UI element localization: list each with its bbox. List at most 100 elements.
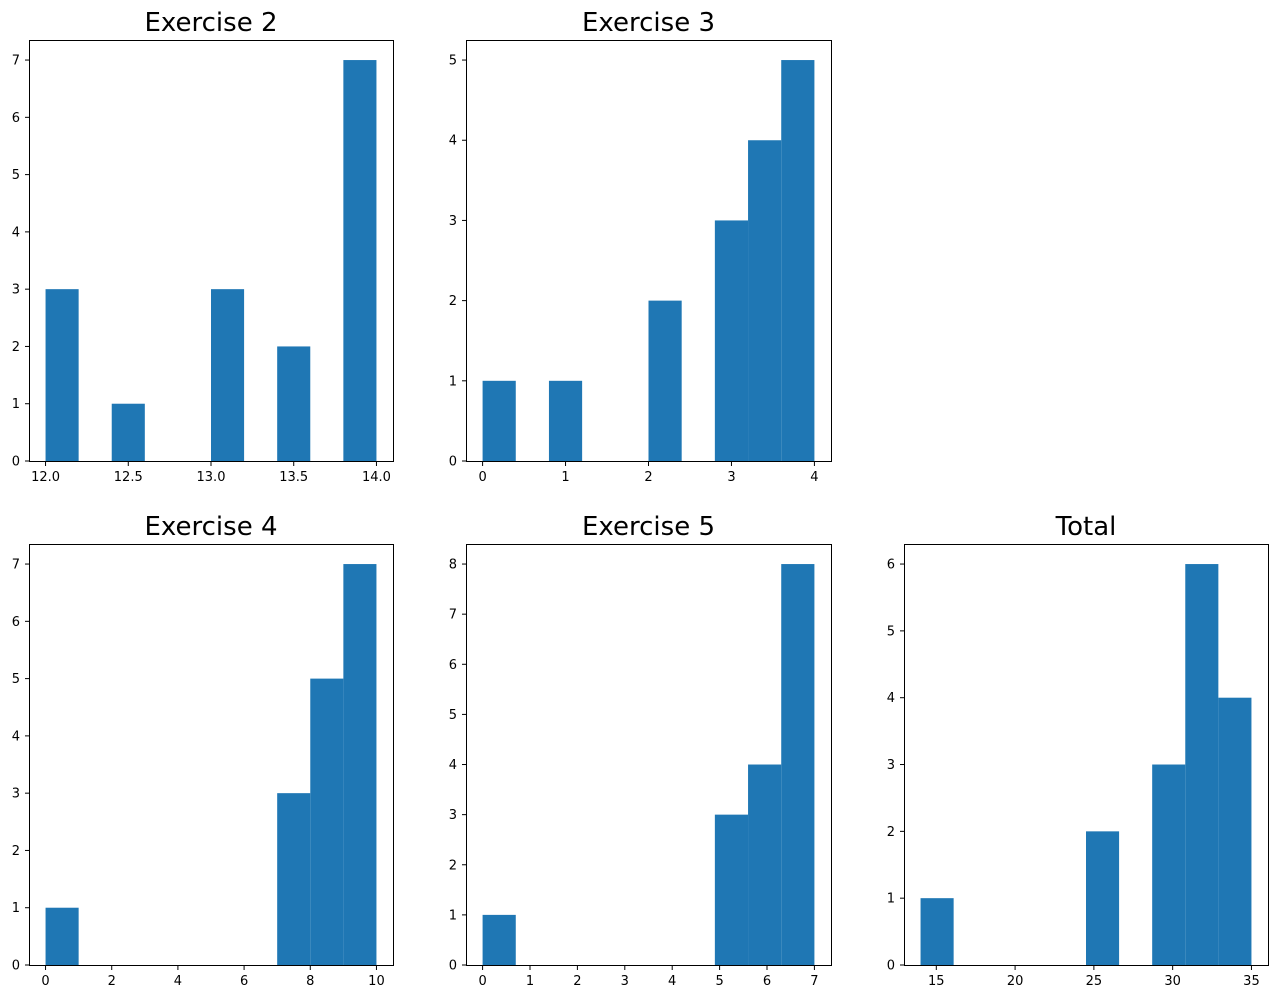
exercise-4-ytick-label-7: 7	[12, 558, 20, 573]
total-xtick-label-2: 25	[1086, 974, 1103, 989]
exercise-4-histogram: 0 2 4 6 8 10 0 1 2 3 4 5 6 7 Exercise 4	[12, 512, 394, 989]
exercise-4-xtick-label-2: 4	[174, 974, 182, 989]
exercise-4-ytick-label-6: 6	[12, 615, 20, 630]
exercise-5-axes-frame	[466, 544, 832, 966]
total-ytick-label-6: 6	[887, 558, 895, 573]
exercise-4-axes-frame	[29, 544, 394, 966]
exercise-4-ytick-label-2: 2	[12, 844, 20, 859]
exercise-3-ytick-label-1: 1	[449, 374, 457, 389]
exercise-2-bar-5	[211, 289, 245, 461]
exercise-3-xtick-label-1: 1	[561, 470, 569, 485]
exercise-5-histogram: 0 1 2 3 4 5 6 7 0 1 2 3 4 5 6 7 8 Exercise 5	[449, 512, 832, 989]
exercise-4-ytick-label-4: 4	[12, 729, 20, 744]
exercise-3-bar-7	[714, 220, 749, 461]
exercise-4-ytick-label-5: 5	[12, 672, 20, 687]
exercise-3-bar-9	[781, 60, 815, 462]
exercise-5-ytick-label-2: 2	[449, 858, 457, 873]
total-ytick-label-3: 3	[887, 758, 895, 773]
exercise-3-ytick-label-4: 4	[449, 134, 457, 149]
total-axes-frame	[904, 544, 1269, 966]
exercise-2-ytick-label-6: 6	[12, 111, 20, 126]
exercise-2-bar-2	[111, 403, 145, 461]
exercise-3-ytick-label-2: 2	[449, 294, 457, 309]
total-ytick-label-5: 5	[887, 624, 895, 639]
exercise-2-xtick-label-3: 13.5	[279, 470, 308, 485]
total-xtick-label-0: 15	[928, 974, 945, 989]
exercise-2-ytick-label-7: 7	[12, 54, 20, 69]
exercise-3-bar-8	[748, 140, 782, 462]
exercise-4-bar-8	[310, 678, 344, 965]
exercise-5-bar-0	[482, 914, 516, 965]
exercise-2-bar-9	[343, 60, 377, 462]
exercise-4-bar-0	[45, 907, 79, 965]
exercise-3-bar-5	[648, 300, 682, 461]
total-histogram: 15 20 25 30 35 0 1 2 3 4 5 6 Total	[887, 512, 1269, 989]
exercise-5-ytick-label-1: 1	[449, 908, 457, 923]
exercise-4-xtick-label-3: 6	[240, 974, 248, 989]
exercise-5-xtick-label-3: 3	[621, 974, 629, 989]
exercise-2-xtick-label-1: 12.5	[114, 470, 143, 485]
exercise-2-xtick-label-4: 14.0	[362, 470, 391, 485]
exercise-5-xtick-label-4: 4	[668, 974, 676, 989]
exercise-2-xtick-label-2: 13.0	[197, 470, 226, 485]
exercise-5-xtick-label-0: 0	[478, 974, 486, 989]
exercise-3-xtick-label-4: 4	[810, 470, 818, 485]
exercise-3-xtick-label-0: 0	[478, 470, 486, 485]
exercise-2-ytick-label-5: 5	[12, 168, 20, 183]
exercise-2-ytick-label-3: 3	[12, 283, 20, 298]
total-xtick-label-3: 30	[1164, 974, 1181, 989]
exercise-5-bar-9	[781, 564, 815, 965]
exercise-5-ytick-label-8: 8	[449, 558, 457, 573]
exercise-3-ytick-label-0: 0	[449, 455, 457, 470]
total-ytick-label-2: 2	[887, 825, 895, 840]
exercise-4-bar-9	[343, 564, 377, 965]
exercise-4-title: Exercise 4	[145, 512, 278, 542]
total-bar-7	[1152, 764, 1186, 965]
exercise-5-xtick-label-1: 1	[526, 974, 534, 989]
exercise-2-histogram: 12.0 12.5 13.0 13.5 14.0 0 1 2 3 4 5 6 7 Exercise 2	[12, 8, 394, 485]
exercise-3-ytick-label-3: 3	[449, 214, 457, 229]
exercise-3-ytick-label-5: 5	[449, 54, 457, 69]
total-bar-0	[920, 898, 954, 965]
exercise-4-ytick-label-0: 0	[12, 959, 20, 974]
exercise-4-ytick-label-1: 1	[12, 901, 20, 916]
exercise-2-ytick-label-2: 2	[12, 340, 20, 355]
exercise-3-bar-2	[548, 380, 583, 461]
total-bar-8	[1185, 564, 1219, 965]
exercise-4-xtick-label-0: 0	[41, 974, 49, 989]
exercise-5-ytick-label-4: 4	[449, 758, 457, 773]
exercise-5-xtick-label-6: 6	[763, 974, 771, 989]
total-xtick-label-1: 20	[1007, 974, 1024, 989]
exercise-2-ytick-label-4: 4	[12, 225, 20, 240]
exercise-2-bar-0	[45, 289, 79, 461]
exercise-4-xtick-label-1: 2	[108, 974, 116, 989]
exercise-5-ytick-label-0: 0	[449, 959, 457, 974]
exercise-3-title: Exercise 3	[582, 8, 715, 38]
total-title: Total	[1055, 512, 1117, 542]
exercise-5-xtick-label-5: 5	[715, 974, 723, 989]
total-ytick-label-1: 1	[887, 892, 895, 907]
exercise-4-ytick-label-3: 3	[12, 787, 20, 802]
exercise-5-ytick-label-6: 6	[449, 658, 457, 673]
exercise-2-xtick-label-0: 12.0	[31, 470, 60, 485]
exercise-2-ytick-label-1: 1	[12, 397, 20, 412]
exercise-5-bar-8	[748, 764, 782, 965]
exercise-5-ytick-label-5: 5	[449, 708, 457, 723]
total-bar-9	[1218, 697, 1252, 965]
total-xtick-label-4: 35	[1243, 974, 1260, 989]
exercise-5-xtick-label-7: 7	[810, 974, 818, 989]
exercise-4-xtick-label-4: 8	[306, 974, 314, 989]
exercise-3-histogram: 0 1 2 3 4 0 1 2 3 4 5 Exercise 3	[449, 8, 832, 485]
exercise-5-bar-7	[714, 814, 749, 965]
exercise-3-bar-0	[482, 380, 516, 461]
exercise-5-ytick-label-7: 7	[449, 608, 457, 623]
exercise-5-xtick-label-2: 2	[573, 974, 581, 989]
exercise-5-ytick-label-3: 3	[449, 808, 457, 823]
exercise-2-bar-7	[277, 346, 311, 461]
exercise-4-xtick-label-5: 10	[368, 974, 385, 989]
total-ytick-label-4: 4	[887, 691, 895, 706]
exercise-5-title: Exercise 5	[582, 512, 715, 542]
exercise-2-title: Exercise 2	[145, 8, 278, 38]
total-bar-5	[1086, 831, 1120, 965]
